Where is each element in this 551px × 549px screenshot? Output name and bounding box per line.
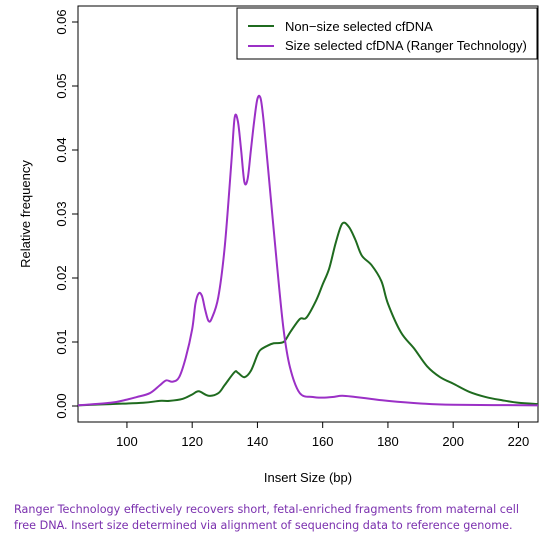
y-tick-label: 0.02	[54, 265, 69, 290]
y-tick-label: 0.03	[54, 201, 69, 226]
series-layer	[77, 94, 539, 407]
series-line-non-size-selected	[77, 221, 539, 407]
y-tick-label: 0.04	[54, 137, 69, 162]
legend-box	[236, 7, 538, 60]
legend-label-size-selected: Size selected cfDNA (Ranger Technology)	[285, 38, 527, 53]
y-tick-label: 0.01	[54, 329, 69, 354]
y-axis: 0.00 0.01 0.02 0.03 0.04 0.05 0.06	[54, 9, 78, 419]
series-line-size-selected	[77, 94, 539, 407]
x-tick-label: 200	[442, 434, 464, 449]
x-tick-label: 100	[116, 434, 138, 449]
y-axis-title: Relative frequency	[18, 160, 33, 268]
y-tick-label: 0.00	[54, 393, 69, 418]
insert-size-chart: 0.00 0.01 0.02 0.03 0.04 0.05 0.06 100 120 140 16…	[18, 5, 539, 485]
y-tick-label: 0.06	[54, 9, 69, 34]
y-tick-label: 0.05	[54, 73, 69, 98]
x-axis: 100 120 140 160 180 200 220	[116, 422, 529, 449]
x-tick-label: 140	[247, 434, 269, 449]
x-axis-title: Insert Size (bp)	[264, 470, 352, 485]
legend: Non−size selected cfDNA Size selected cf…	[236, 7, 538, 60]
x-tick-label: 180	[377, 434, 399, 449]
x-tick-label: 160	[312, 434, 334, 449]
legend-label-non-size-selected: Non−size selected cfDNA	[285, 19, 433, 34]
x-tick-label: 120	[181, 434, 203, 449]
plot-frame	[77, 5, 539, 423]
figure-caption: Ranger Technology effectively recovers s…	[14, 503, 520, 532]
x-tick-label: 220	[508, 434, 530, 449]
